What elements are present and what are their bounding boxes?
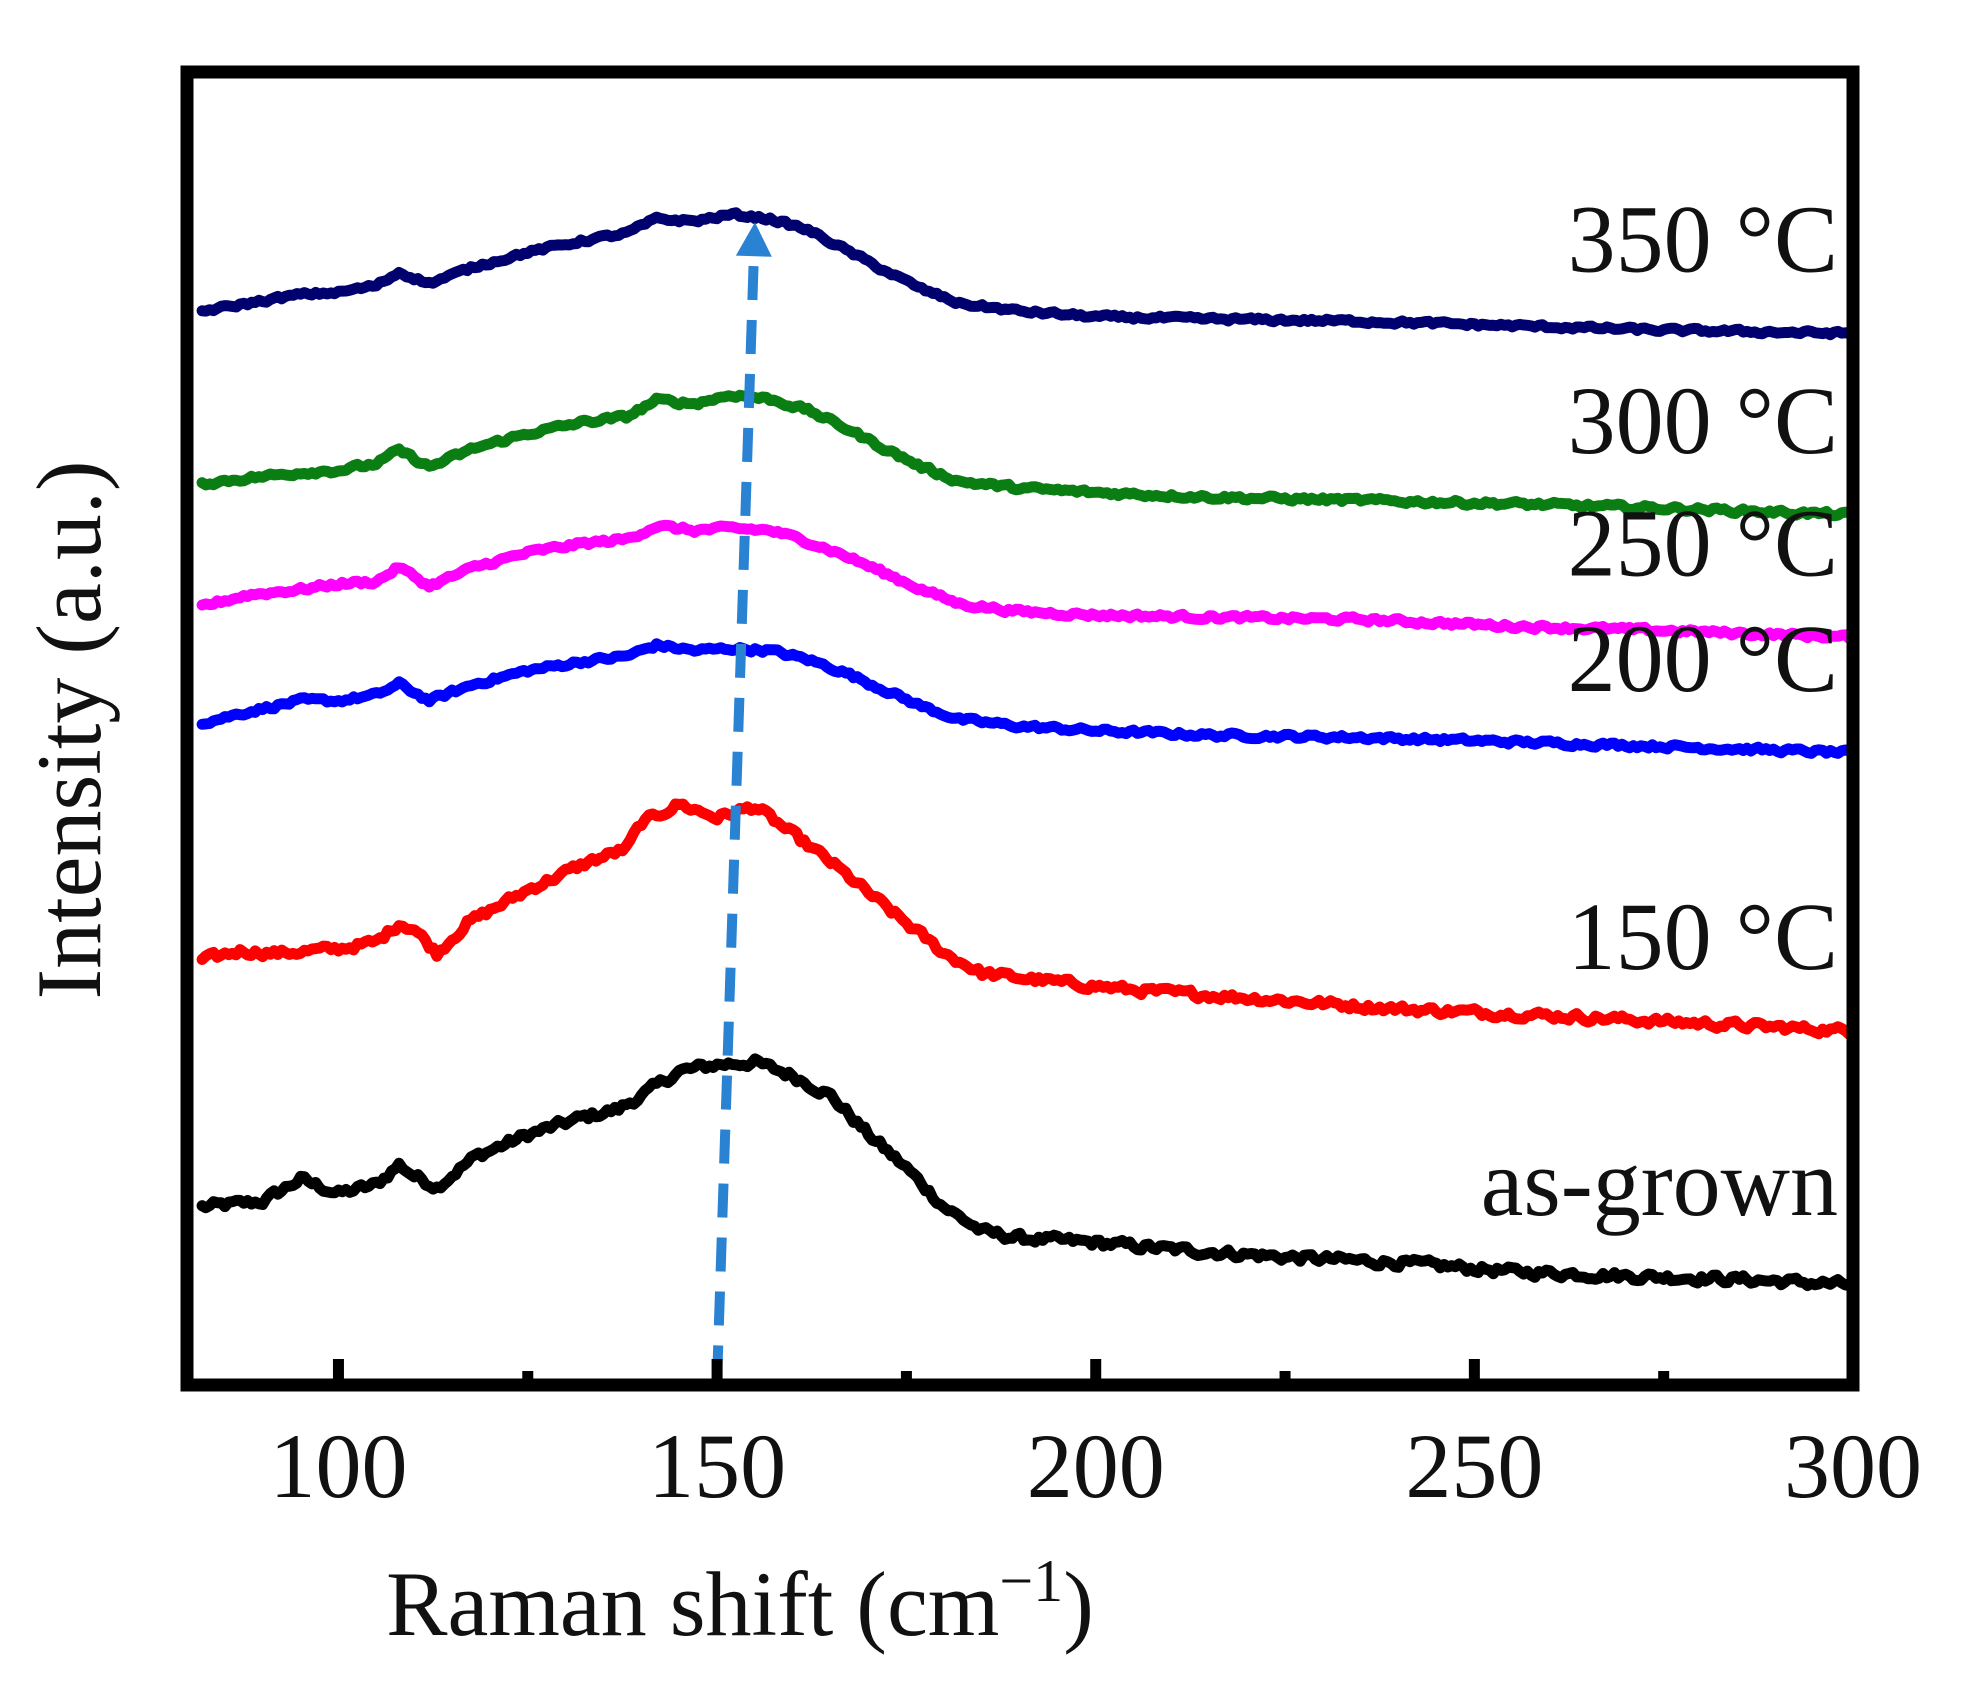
series-label-5: 350 °C	[1568, 185, 1838, 292]
x-tick-label: 150	[648, 1415, 786, 1517]
series-line-4	[196, 389, 1859, 522]
x-tick-label: 100	[269, 1415, 407, 1517]
series-label-2: 200 °C	[1568, 605, 1838, 712]
series-label-1: 150 °C	[1568, 883, 1838, 990]
series-line-5	[196, 207, 1859, 341]
x-axis-tick-labels: 100 150 200 250 300	[269, 1415, 1922, 1517]
x-tick-label: 200	[1027, 1415, 1165, 1517]
x-axis-ticks	[332, 1359, 1859, 1385]
series-line-3	[196, 519, 1859, 644]
peak-shift-arrow-line	[712, 249, 760, 1380]
series-label-3: 250 °C	[1568, 489, 1838, 596]
series-line-0	[196, 1053, 1859, 1291]
x-axis-title: Raman shift (cm−1)	[386, 1548, 1094, 1655]
x-axis-title-superscript: −1	[999, 1548, 1063, 1614]
peak-shift-arrow-head	[735, 222, 772, 257]
x-tick-label: 300	[1784, 1415, 1922, 1517]
x-tick-label: 250	[1405, 1415, 1543, 1517]
series-label-0: as-grown	[1481, 1129, 1838, 1236]
plot-frame	[180, 65, 1860, 1392]
y-axis-title: Intensity (a.u.)	[18, 460, 120, 999]
annotation-layer	[712, 222, 772, 1380]
spectra-traces	[196, 207, 1859, 1291]
series-label-4: 300 °C	[1568, 367, 1838, 474]
series-line-2	[196, 638, 1859, 759]
series-line-1	[196, 798, 1859, 1041]
